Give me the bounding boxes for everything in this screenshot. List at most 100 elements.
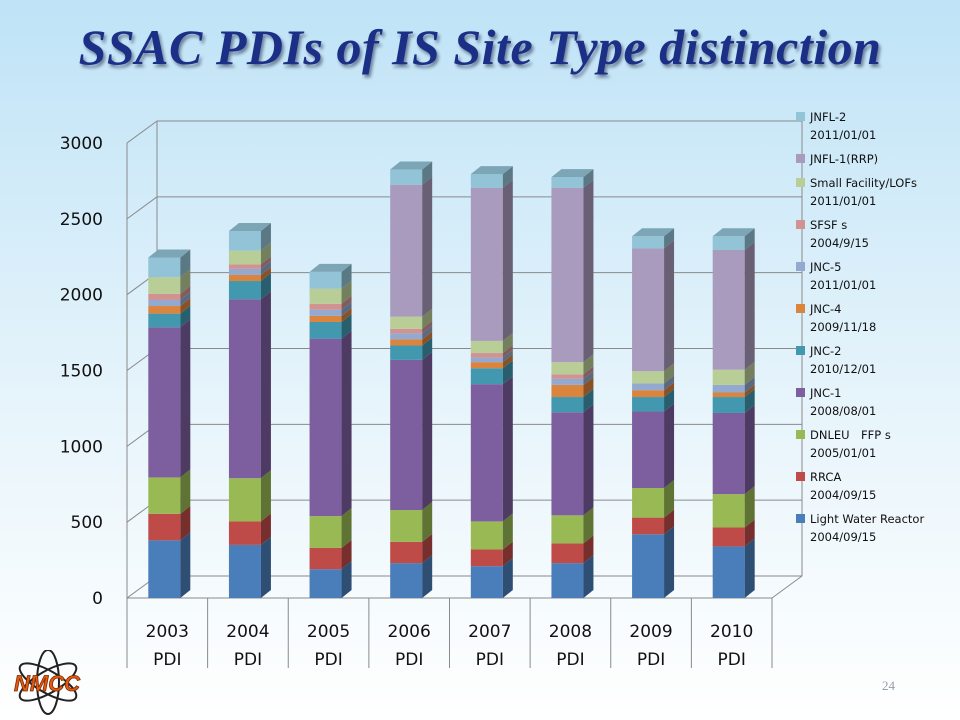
bar-segment-side [260, 222, 271, 251]
legend-swatch [796, 430, 805, 439]
x-tick-label: PDI [153, 650, 181, 670]
bar-segment [390, 563, 423, 598]
legend-label: JNC-1 [810, 386, 842, 400]
bar-top [148, 249, 191, 258]
bar-segment-side [664, 375, 675, 391]
legend-date: 2004/09/15 [810, 488, 877, 502]
gridlines [126, 120, 803, 599]
bar-segment [470, 187, 503, 341]
bar-segment [470, 353, 503, 358]
legend-date: 2008/08/01 [810, 404, 877, 418]
legend-label: SFSF s [810, 218, 848, 232]
legend-label: JNC-4 [810, 302, 842, 316]
x-tick-label: PDI [234, 650, 262, 670]
x-tick-label: 2007 [468, 622, 511, 642]
bar-segment [390, 541, 423, 564]
bar-segment-side [422, 533, 433, 564]
bar-segment-side [180, 298, 191, 314]
bar-segment-side [422, 337, 433, 360]
bar-segment-side [260, 256, 271, 269]
bar-segment-side [180, 305, 191, 328]
bar-segment-side [260, 266, 271, 282]
bar-segment [551, 515, 584, 544]
bar-segment [470, 368, 503, 385]
bar-segment [712, 494, 745, 528]
bar-stack [309, 263, 352, 598]
bar-segment [470, 384, 503, 522]
bar-segment-side [180, 285, 191, 300]
bar-segment [551, 374, 584, 379]
bar-segment [632, 397, 665, 412]
legend-date: 2010/12/01 [810, 362, 877, 376]
legend-swatch [796, 388, 805, 397]
bar-segment-side [422, 161, 433, 185]
bar-segment-side [502, 376, 513, 522]
y-tick-label: 2000 [60, 286, 103, 306]
bar-stack [712, 228, 755, 598]
bar-segment [712, 369, 745, 385]
bar-segment [470, 549, 503, 567]
x-tick-label: 2005 [307, 622, 350, 642]
bar-segment-side [422, 308, 433, 329]
legend-date: 2004/9/15 [810, 236, 869, 250]
bar-segment [470, 357, 503, 363]
bar-segment-side [744, 384, 755, 398]
slide-title: SSAC PDIs of IS Site Type distinction [78, 19, 882, 75]
bar-segment [309, 303, 342, 310]
bar-segment-side [744, 361, 755, 385]
bar-segment [390, 169, 423, 185]
bar-segment-side [664, 480, 675, 518]
bar-segment [228, 544, 261, 598]
legend-label: RRCA [810, 470, 842, 484]
legend-item: Small Facility/LOFs 2011/01/01 [796, 174, 956, 210]
bar-segment-side [260, 536, 271, 598]
bar-top [712, 228, 755, 237]
bar-segment-side [664, 526, 675, 598]
bar-segment-side [664, 363, 675, 384]
y-tick-label: 1000 [60, 437, 103, 457]
bar-segment [148, 477, 181, 514]
bar-segment [390, 345, 423, 360]
bar-top [390, 161, 433, 170]
bar-segment-side [341, 301, 352, 316]
bar-segment [309, 547, 342, 570]
bar-segment-side [502, 349, 513, 363]
x-tick-label: 2004 [226, 622, 269, 642]
y-tick-label: 1500 [60, 362, 103, 382]
bar-segment-side [664, 240, 675, 372]
bar-segment [228, 264, 261, 269]
y-tick-label: 2500 [60, 210, 103, 230]
bar-segment [228, 521, 261, 545]
legend-date: 2011/01/01 [810, 194, 877, 208]
svg-text:NMCC: NMCC [14, 671, 81, 696]
bar-segment-side [744, 376, 755, 393]
bar-segment-side [583, 555, 594, 598]
bar-segment-side [180, 532, 191, 598]
bar-stack [148, 249, 191, 598]
y-tick-label: 0 [92, 589, 103, 609]
bar-segment-side [744, 241, 755, 370]
bar-segment [632, 488, 665, 518]
bar-segment-side [664, 389, 675, 412]
bar-segment-side [583, 535, 594, 564]
bar-segment-side [583, 507, 594, 544]
bar-segment-side [422, 325, 433, 340]
bar-segment-side [180, 269, 191, 294]
bar-segment [712, 527, 745, 547]
bar-segment [470, 174, 503, 188]
bar-segment-side [341, 295, 352, 310]
bar-segment [712, 412, 745, 495]
bar-segment-side [664, 509, 675, 535]
nmcc-logo: NMCC [14, 650, 82, 715]
bar-segment [470, 566, 503, 598]
bar-segment-side [180, 291, 191, 307]
bar-segment [309, 271, 342, 289]
bar-segment [148, 277, 181, 294]
x-tick-label: PDI [637, 650, 665, 670]
bar-segment-side [260, 260, 271, 275]
x-tick-label: PDI [395, 650, 423, 670]
bar-segment [551, 187, 584, 363]
bar-segment [309, 315, 342, 322]
bar-segment-side [422, 331, 433, 346]
